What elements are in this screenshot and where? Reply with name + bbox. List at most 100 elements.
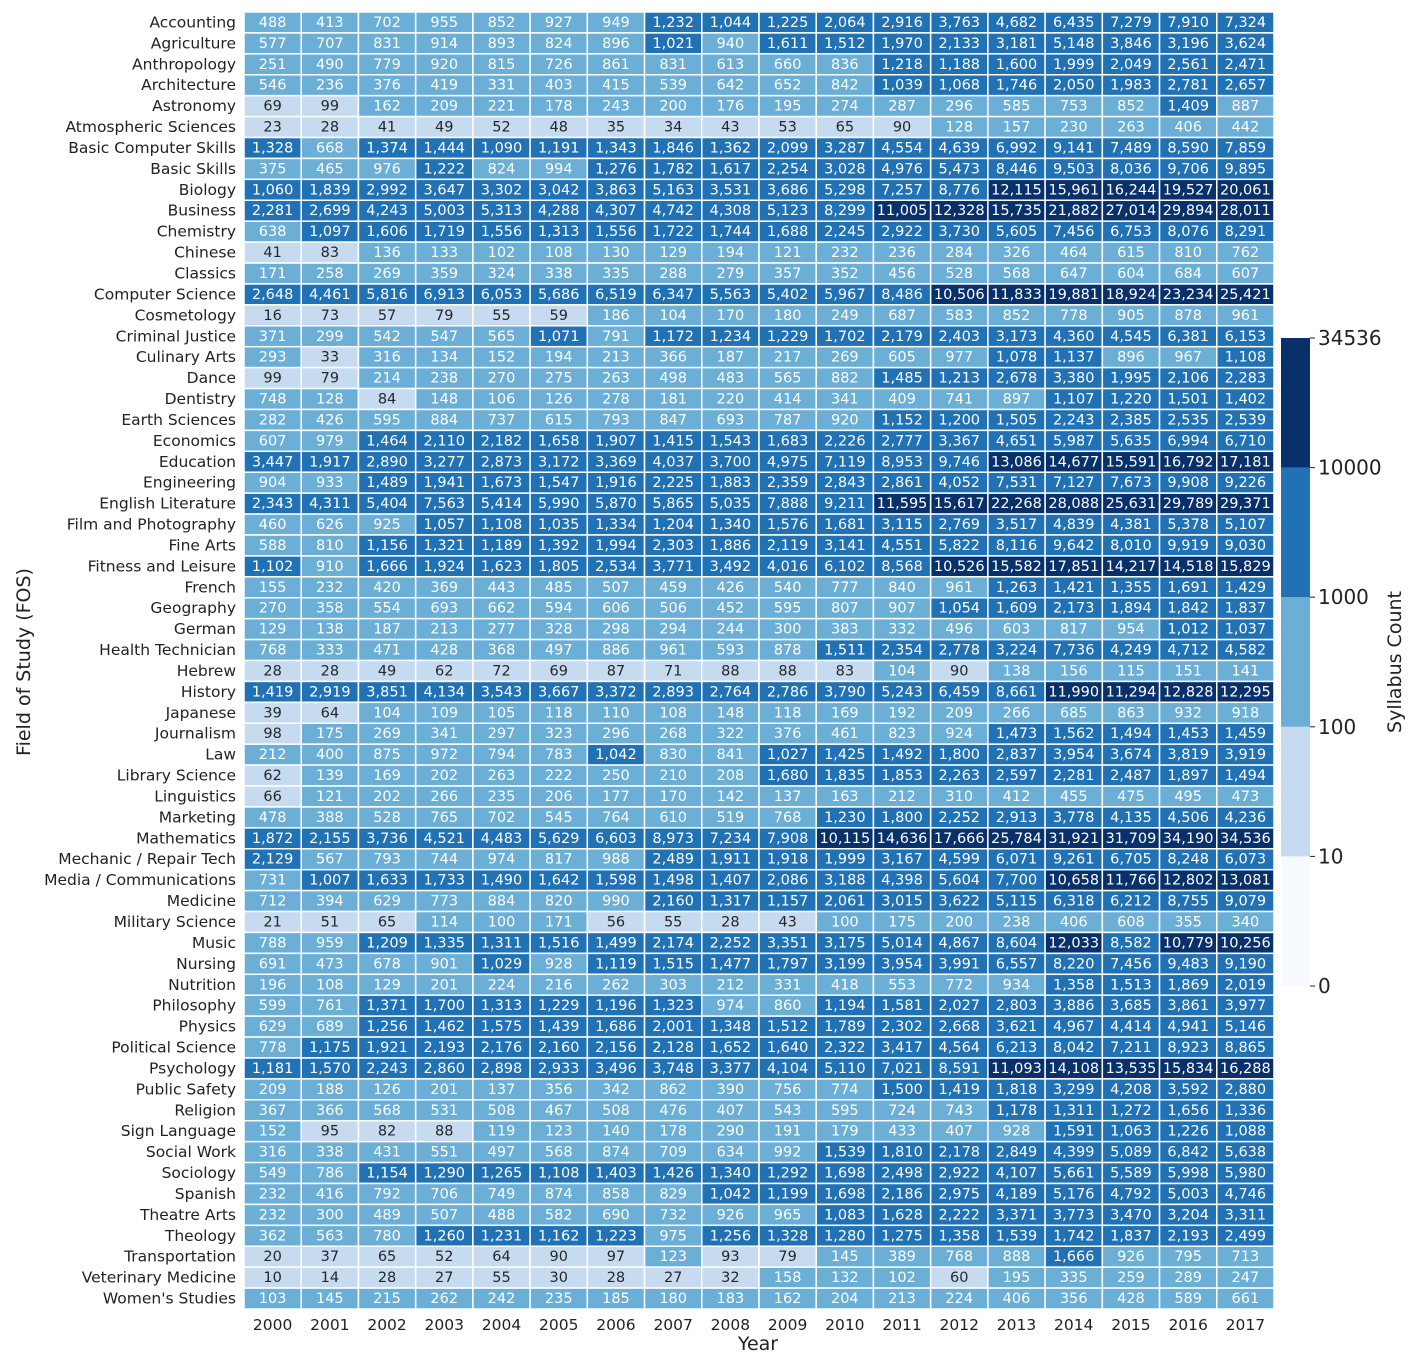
cell-value-label: 259 xyxy=(1117,1270,1145,1286)
cell-value-label: 774 xyxy=(831,1082,859,1098)
cell-value-label: 16,244 xyxy=(1106,182,1157,198)
cell-value-label: 2,849 xyxy=(996,1145,1038,1161)
cell-value-label: 788 xyxy=(259,935,287,951)
cell-value-label: 1,317 xyxy=(710,894,752,910)
cell-value-label: 1,702 xyxy=(824,329,866,345)
y-tick-label: Sociology xyxy=(162,1164,236,1182)
cell-value-label: 1,746 xyxy=(996,78,1038,94)
x-tick-label: 2012 xyxy=(940,1316,979,1334)
cell-value-label: 693 xyxy=(717,412,745,428)
cell-value-label: 1,924 xyxy=(424,559,466,575)
cell-value-label: 607 xyxy=(1232,266,1260,282)
cell-value-label: 118 xyxy=(545,705,573,721)
cell-value-label: 244 xyxy=(717,622,745,638)
cell-value-label: 594 xyxy=(545,601,573,617)
cell-value-label: 2,913 xyxy=(996,810,1038,826)
cell-value-label: 610 xyxy=(659,810,687,826)
cell-value-label: 1,698 xyxy=(824,1166,866,1182)
cell-value-label: 62 xyxy=(263,768,281,784)
cell-value-label: 65 xyxy=(378,1249,396,1265)
cell-value-label: 626 xyxy=(316,517,344,533)
cell-value-label: 156 xyxy=(1060,663,1088,679)
cell-value-label: 3,115 xyxy=(881,517,923,533)
cell-value-label: 1,292 xyxy=(767,1166,809,1182)
y-tick-label: Anthropology xyxy=(132,55,236,73)
cell-value-label: 840 xyxy=(888,580,916,596)
cell-value-label: 108 xyxy=(545,245,573,261)
cell-value-label: 860 xyxy=(774,998,802,1014)
cell-value-label: 187 xyxy=(373,622,401,638)
cell-value-label: 14 xyxy=(321,1270,339,1286)
cell-value-label: 9,483 xyxy=(1167,956,1209,972)
cell-value-label: 863 xyxy=(1117,705,1145,721)
cell-value-label: 778 xyxy=(1060,308,1088,324)
cell-value-label: 2,499 xyxy=(1225,1228,1267,1244)
cell-value-label: 608 xyxy=(1117,914,1145,930)
cell-value-label: 842 xyxy=(831,78,859,94)
cell-value-label: 467 xyxy=(545,1103,573,1119)
cell-value-label: 151 xyxy=(1174,663,1202,679)
cell-value-label: 1,911 xyxy=(710,852,752,868)
y-tick-label: Film and Photography xyxy=(67,516,236,534)
cell-value-label: 152 xyxy=(259,1124,287,1140)
cell-value-label: 258 xyxy=(316,266,344,282)
cell-value-label: 300 xyxy=(316,1207,344,1223)
cell-value-label: 412 xyxy=(1003,789,1031,805)
cell-value-label: 7,673 xyxy=(1110,475,1152,491)
cell-value-label: 496 xyxy=(945,622,973,638)
cell-value-label: 126 xyxy=(545,392,573,408)
cell-value-label: 376 xyxy=(373,78,401,94)
cell-value-label: 17,851 xyxy=(1048,559,1099,575)
cell-value-label: 194 xyxy=(717,245,745,261)
cell-value-label: 563 xyxy=(316,1228,344,1244)
y-tick-label: German xyxy=(174,620,236,638)
x-tick-label: 2014 xyxy=(1054,1316,1093,1334)
cell-value-label: 215 xyxy=(373,1291,401,1307)
cell-value-label: 293 xyxy=(259,350,287,366)
cell-value-label: 15,582 xyxy=(991,559,1042,575)
cell-value-label: 473 xyxy=(1232,789,1260,805)
cell-value-label: 209 xyxy=(430,99,458,115)
cell-value-label: 768 xyxy=(259,643,287,659)
cell-value-label: 102 xyxy=(888,1270,916,1286)
y-tick-label: Mathematics xyxy=(136,829,236,847)
y-tick-label: Theatre Arts xyxy=(139,1206,236,1224)
cell-value-label: 66 xyxy=(263,789,281,805)
cell-value-label: 3,042 xyxy=(538,182,580,198)
cell-value-label: 7,489 xyxy=(1110,140,1152,156)
cell-value-label: 605 xyxy=(888,350,916,366)
cell-value-label: 1,272 xyxy=(1110,1103,1152,1119)
cell-value-label: 214 xyxy=(373,371,401,387)
colorbar-segment xyxy=(1281,726,1310,857)
cell-value-label: 4,052 xyxy=(939,475,981,491)
cell-value-label: 104 xyxy=(373,705,401,721)
cell-value-label: 1,656 xyxy=(1167,1103,1209,1119)
cell-value-label: 178 xyxy=(659,1124,687,1140)
cell-value-label: 961 xyxy=(659,643,687,659)
cell-value-label: 331 xyxy=(488,78,516,94)
cell-value-label: 1,897 xyxy=(1167,768,1209,784)
cell-value-label: 2,539 xyxy=(1225,412,1267,428)
cell-value-label: 8,973 xyxy=(652,831,694,847)
cell-value-label: 691 xyxy=(259,956,287,972)
cell-value-label: 79 xyxy=(778,1249,796,1265)
cell-value-label: 702 xyxy=(488,810,516,826)
cell-value-label: 1,358 xyxy=(939,1228,981,1244)
cell-value-label: 961 xyxy=(945,580,973,596)
cell-value-label: 542 xyxy=(373,329,401,345)
cell-value-label: 129 xyxy=(259,622,287,638)
cell-value-label: 765 xyxy=(430,810,458,826)
cell-value-label: 357 xyxy=(774,266,802,282)
cell-value-label: 11,595 xyxy=(877,496,928,512)
cell-value-label: 773 xyxy=(430,894,458,910)
cell-value-label: 340 xyxy=(1232,914,1260,930)
cell-value-label: 1,311 xyxy=(1053,1103,1095,1119)
cell-value-label: 861 xyxy=(602,57,630,73)
cell-value-label: 1,983 xyxy=(1110,78,1152,94)
cell-value-label: 11,833 xyxy=(991,287,1042,303)
cell-value-label: 212 xyxy=(259,747,287,763)
cell-value-label: 90 xyxy=(549,1249,567,1265)
cell-value-label: 383 xyxy=(831,622,859,638)
cell-value-label: 795 xyxy=(1174,1249,1202,1265)
x-tick-labels: 2000 2001 2002 2003 2004 2005 2006 2007 2008 2009… xyxy=(253,1316,1265,1334)
